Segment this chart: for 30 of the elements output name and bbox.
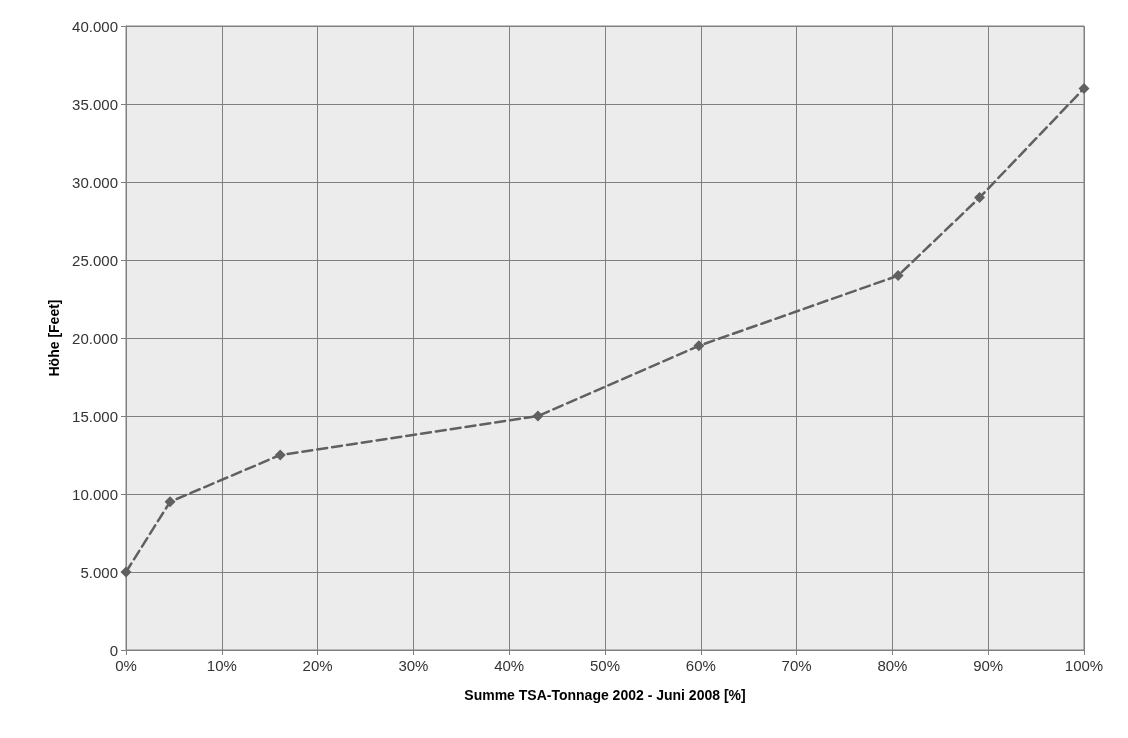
y-tick-label: 30.000 xyxy=(72,173,118,191)
y-tick-label: 0 xyxy=(109,641,118,659)
x-tick-label: 30% xyxy=(398,657,429,674)
point xyxy=(693,340,705,352)
y-tick-label: 25.000 xyxy=(72,251,118,269)
x-tick-label: 90% xyxy=(973,657,1004,674)
y-tick-label: 35.000 xyxy=(72,95,118,113)
x-tick-label: 0% xyxy=(115,657,137,674)
x-tick-label: 10% xyxy=(206,657,237,674)
y-tick-label: 40.000 xyxy=(72,17,118,35)
x-tick-label: 40% xyxy=(494,657,525,674)
x-tick-label: 100% xyxy=(1064,657,1104,674)
point xyxy=(1078,82,1090,94)
point xyxy=(274,449,286,461)
y-axis-title: Höhe [Feet] xyxy=(46,299,63,377)
x-tick-label: 80% xyxy=(877,657,908,674)
y-tick-label: 15.000 xyxy=(72,407,118,425)
point xyxy=(164,496,176,508)
y-tick-label: 20.000 xyxy=(72,329,118,347)
x-axis-title: Summe TSA-Tonnage 2002 - Juni 2008 [%] xyxy=(464,687,746,703)
y-tick-label: 5.000 xyxy=(80,563,118,581)
point xyxy=(532,410,544,422)
point xyxy=(892,270,904,282)
x-tick-label: 70% xyxy=(781,657,812,674)
point xyxy=(974,192,986,204)
x-tick-label: 50% xyxy=(589,657,621,674)
x-tick-label: 20% xyxy=(302,657,333,674)
y-tick-label: 10.000 xyxy=(72,485,118,503)
x-tick-label: 60% xyxy=(685,657,716,674)
point xyxy=(120,566,132,578)
